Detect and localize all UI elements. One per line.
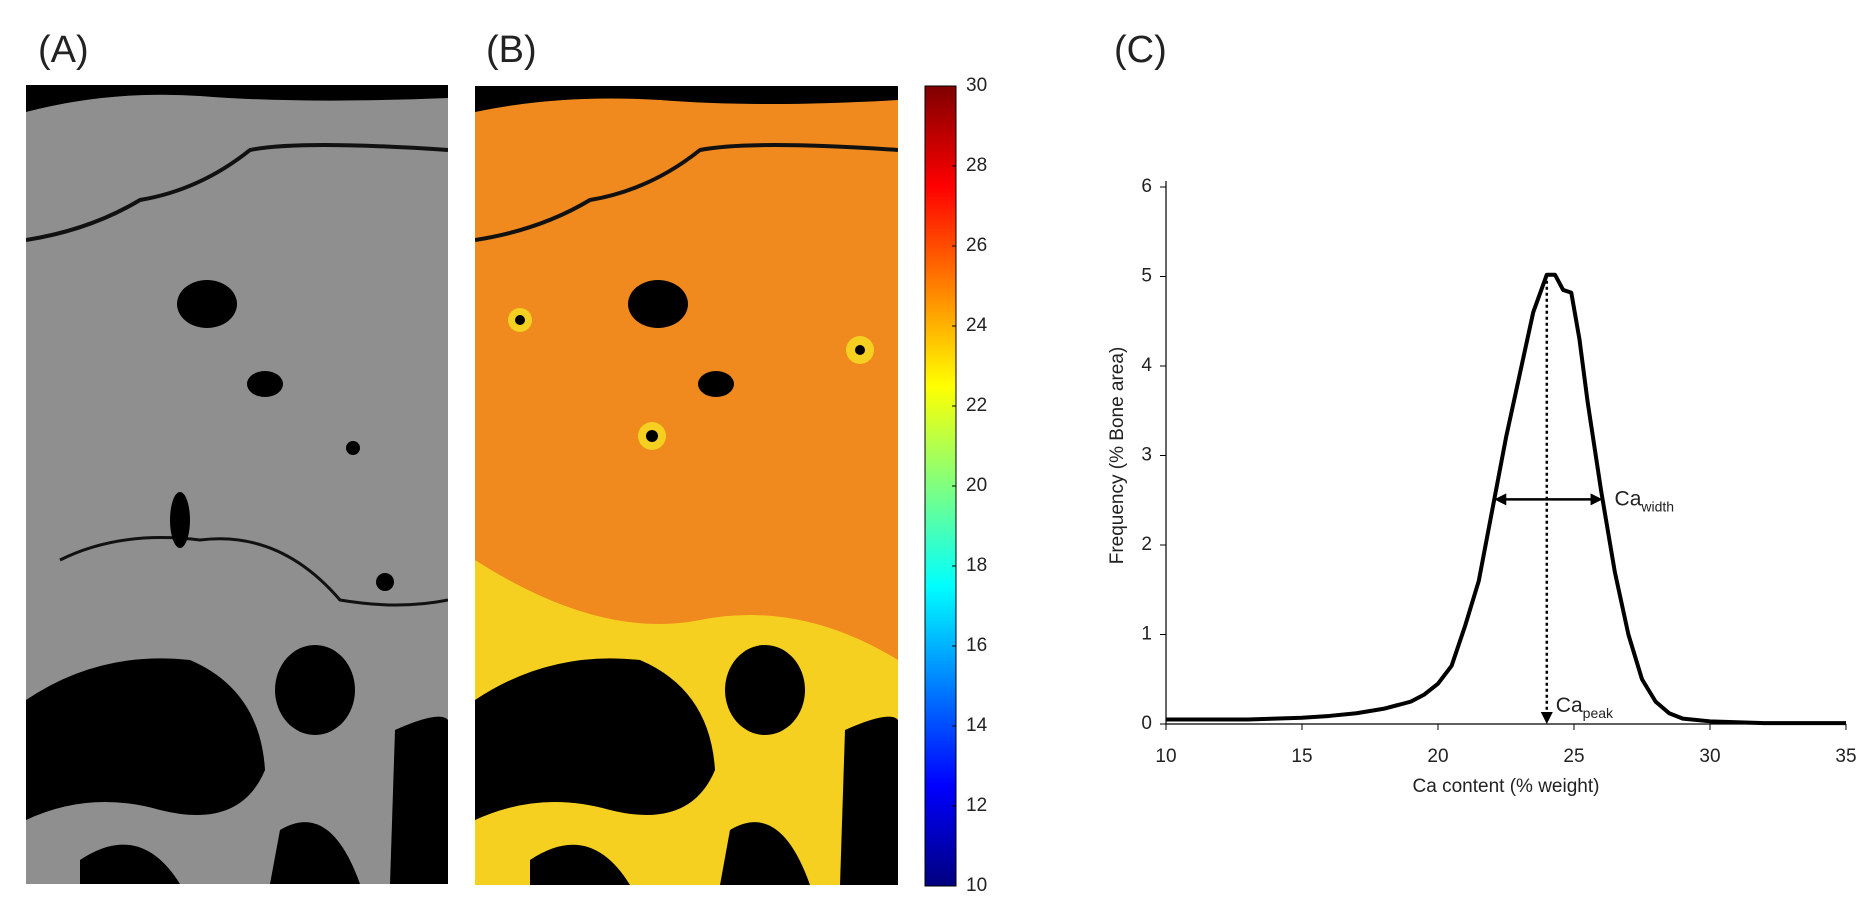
y-tick-label: 6 <box>1141 176 1152 197</box>
y-tick-label: 1 <box>1141 624 1152 645</box>
panel-label: (C) <box>1114 29 1167 71</box>
data-line <box>1166 272 1846 726</box>
colorbar-tick-label: 26 <box>966 235 987 256</box>
x-tick-label: 35 <box>1835 746 1856 767</box>
x-tick-label: 15 <box>1291 746 1312 767</box>
x-tick-label: 20 <box>1427 746 1448 767</box>
colorbar-tick-label: 28 <box>966 155 987 176</box>
colorbar-tick-label: 18 <box>966 555 987 576</box>
annotation-sub: peak <box>1583 705 1614 721</box>
micrograph-color <box>475 86 898 885</box>
x-tick-label: 10 <box>1155 746 1176 767</box>
line-chart: 0 1 2 3 4 5 6 10 15 20 25 30 35 Ca content (% weight)… <box>1107 176 1857 797</box>
x-tick-label: 30 <box>1699 746 1720 767</box>
y-tick-label: 5 <box>1141 266 1152 287</box>
colorbar-tick-label: 10 <box>966 875 987 896</box>
annotation-text: Ca <box>1556 694 1583 717</box>
micrograph-gray <box>26 85 448 884</box>
panel-label: (B) <box>486 29 537 71</box>
annotation: Cawidth <box>1615 487 1675 514</box>
colorbar-tick-label: 12 <box>966 795 987 816</box>
panel-label: (A) <box>38 29 89 71</box>
colorbar-scale <box>924 85 957 887</box>
colorbar-tick-label: 14 <box>966 715 988 736</box>
annotation-sub: width <box>1640 498 1674 514</box>
y-axis-label: Frequency (% Bone area) <box>1107 347 1128 565</box>
arrowhead <box>1540 712 1553 724</box>
colorbar-tick-label: 22 <box>966 395 987 416</box>
annotation: Capeak <box>1556 694 1614 721</box>
colorbar-tick-label: 24 <box>966 315 988 336</box>
y-tick-label: 4 <box>1141 355 1152 376</box>
colorbar-tick-label: 20 <box>966 475 987 496</box>
colorbar-tick-label: 30 <box>966 75 987 96</box>
colorbar-tick-label: 16 <box>966 635 987 656</box>
y-tick-label: 2 <box>1141 534 1152 555</box>
y-tick-label: 0 <box>1141 713 1152 734</box>
colorbar: 10 12 14 16 18 20 22 24 26 28 30 <box>924 75 988 896</box>
y-tick-label: 3 <box>1141 445 1152 466</box>
annotation-text: Ca <box>1615 487 1642 510</box>
arrowhead <box>1494 493 1603 506</box>
x-axis-label: Ca content (% weight) <box>1413 776 1600 797</box>
x-tick-label: 25 <box>1563 746 1584 767</box>
